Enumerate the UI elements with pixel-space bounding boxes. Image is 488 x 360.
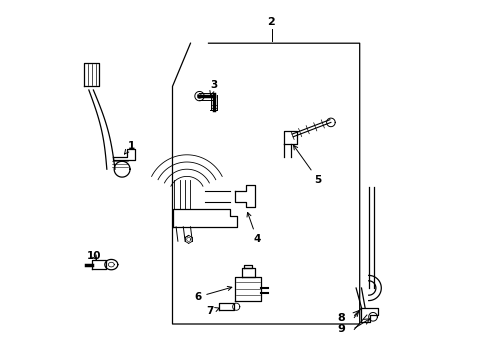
Text: 10: 10: [86, 251, 101, 261]
Text: 9: 9: [337, 324, 345, 334]
Text: 5: 5: [293, 145, 321, 185]
Text: 1: 1: [124, 141, 135, 154]
Text: 6: 6: [194, 287, 231, 302]
Text: 7: 7: [206, 306, 219, 316]
Text: 4: 4: [246, 212, 260, 244]
Text: 2: 2: [267, 17, 275, 27]
Text: 3: 3: [209, 80, 217, 95]
Text: 8: 8: [337, 312, 345, 323]
